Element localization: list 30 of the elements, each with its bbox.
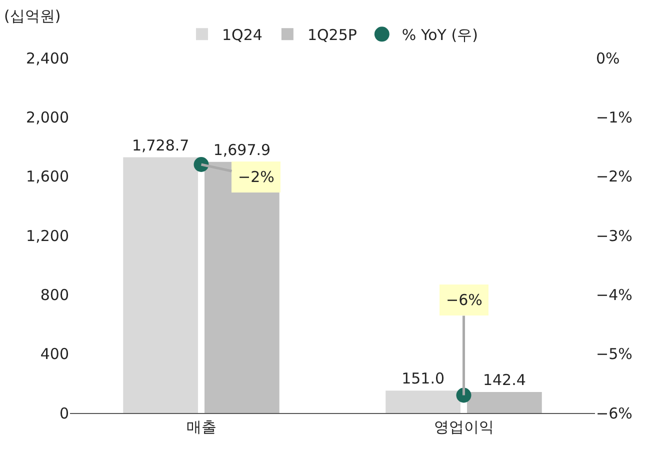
- bar: [467, 392, 542, 413]
- bar: [123, 157, 198, 413]
- bar: [204, 162, 280, 413]
- y2-tick-label: −6%: [596, 404, 632, 422]
- y-tick-label: 2,400: [26, 49, 69, 68]
- y-tick-label: 400: [40, 345, 69, 364]
- data-label: 142.4: [482, 370, 526, 389]
- x-tick-label: 영업이익: [434, 418, 494, 436]
- legend-label: 1Q25P: [307, 26, 357, 44]
- x-tick-label: 매출: [186, 418, 216, 436]
- data-label: 1,697.9: [213, 140, 271, 159]
- data-label: −6%: [446, 291, 482, 309]
- y2-tick-label: 0%: [596, 49, 620, 68]
- data-label: −2%: [238, 168, 274, 186]
- y-axis-title: (십억원): [4, 7, 61, 25]
- y2-tick-label: −5%: [596, 345, 632, 364]
- legend-label: % YoY (우): [402, 26, 478, 44]
- legend-label: 1Q24: [222, 26, 262, 44]
- y-tick-label: 800: [40, 286, 69, 304]
- bar: [386, 390, 460, 413]
- y2-tick-label: −2%: [596, 168, 632, 186]
- data-label: 151.0: [402, 370, 445, 388]
- y-tick-label: 1,200: [26, 226, 69, 245]
- y-tick-label: 2,000: [26, 108, 69, 126]
- data-label: 1,728.7: [132, 136, 190, 154]
- y-tick-label: 0: [59, 404, 69, 422]
- y2-tick-label: −4%: [596, 286, 632, 304]
- y2-tick-label: −3%: [596, 226, 632, 245]
- y-tick-label: 1,600: [26, 168, 69, 186]
- y2-tick-label: −1%: [596, 108, 632, 126]
